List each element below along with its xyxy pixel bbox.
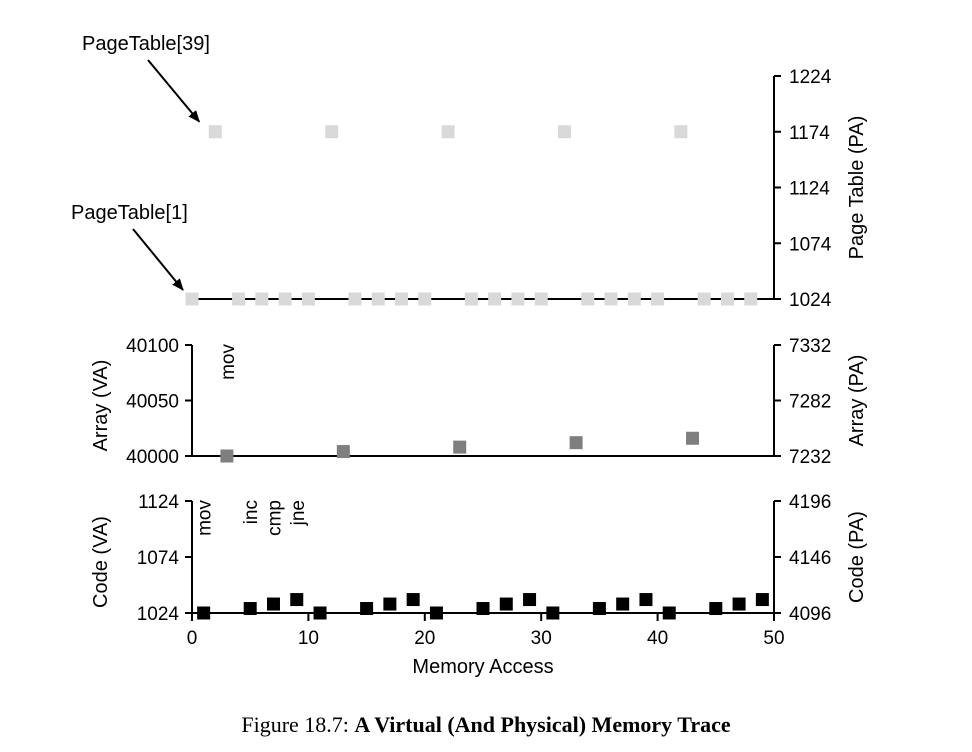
page-table-point xyxy=(464,292,478,306)
x-tick-label: 20 xyxy=(414,628,435,649)
page-table-point xyxy=(232,292,246,306)
code-point xyxy=(639,593,653,607)
code-point xyxy=(662,606,676,620)
marks-layer xyxy=(185,125,769,620)
code-point xyxy=(383,597,397,611)
code-instruction-label: cmp xyxy=(264,500,285,536)
annotation-arrow xyxy=(132,228,184,291)
page-table-right-tick-label: 1074 xyxy=(789,234,832,255)
code-point xyxy=(266,597,280,611)
code-point xyxy=(406,593,420,607)
page-table-right-tick-label: 1024 xyxy=(789,290,832,311)
page-table-right-tick-label: 1224 xyxy=(789,67,832,88)
page-table-point xyxy=(604,292,618,306)
page-table-point xyxy=(255,292,269,306)
code-point xyxy=(313,606,327,620)
code-point xyxy=(476,602,490,616)
code-left-tick-label: 1124 xyxy=(138,492,179,513)
code-point xyxy=(360,602,374,616)
x-tick-label: 10 xyxy=(298,628,319,649)
annotation-arrow xyxy=(147,59,201,123)
code-point xyxy=(499,597,513,611)
page-table-point xyxy=(348,292,362,306)
page-table-point xyxy=(557,125,571,139)
page-table-right-axis-title: Page Table (PA) xyxy=(846,116,868,260)
array-point xyxy=(569,436,583,450)
page-table-point xyxy=(651,292,665,306)
page-table-point xyxy=(720,292,734,306)
code-point xyxy=(197,606,211,620)
code-left-tick-label: 1024 xyxy=(137,604,180,625)
array-point xyxy=(220,449,234,463)
array-right-tick-label: 7332 xyxy=(789,336,831,357)
code-point xyxy=(243,602,257,616)
x-axis-title: Memory Access xyxy=(412,656,553,678)
array-right-axis-title: Array (PA) xyxy=(846,355,868,447)
code-right-tick-label: 4146 xyxy=(789,548,831,569)
code-point xyxy=(546,606,560,620)
page-table-right-tick-label: 1174 xyxy=(789,123,830,144)
x-tick-label: 0 xyxy=(187,628,198,649)
page-table-point xyxy=(278,292,292,306)
page-table-point xyxy=(674,125,688,139)
code-right-tick-label: 4096 xyxy=(789,604,831,625)
page-table-point xyxy=(418,292,432,306)
code-point xyxy=(616,597,630,611)
page-table-point xyxy=(534,292,548,306)
x-tick-label: 30 xyxy=(531,628,552,649)
x-tick-label: 50 xyxy=(763,628,784,649)
annotation-label: PageTable[1] xyxy=(71,202,188,224)
array-left-tick-label: 40100 xyxy=(126,336,179,357)
page-table-point xyxy=(627,292,641,306)
page-table-point xyxy=(371,292,385,306)
page-table-point xyxy=(581,292,595,306)
page-table-right-tick-label: 1124 xyxy=(789,179,830,200)
array-point xyxy=(686,431,700,445)
code-point xyxy=(755,593,769,607)
array-left-tick-label: 40000 xyxy=(126,447,179,468)
array-point xyxy=(453,440,467,454)
code-point xyxy=(732,597,746,611)
code-left-axis-title: Code (VA) xyxy=(90,516,112,608)
page-table-point xyxy=(208,125,222,139)
code-left-tick-label: 1074 xyxy=(137,548,180,569)
array-right-tick-label: 7282 xyxy=(789,392,831,413)
page-table-point xyxy=(395,292,409,306)
array-left-tick-label: 40050 xyxy=(126,392,179,413)
code-instruction-label: inc xyxy=(241,500,262,524)
array-point xyxy=(336,445,350,459)
page-table-point xyxy=(441,125,455,139)
page-table-point xyxy=(488,292,502,306)
page-table-point xyxy=(511,292,525,306)
caption-label: Figure 18.7: xyxy=(241,712,349,737)
code-point xyxy=(290,593,304,607)
code-instruction-label: jne xyxy=(288,500,309,526)
code-point xyxy=(592,602,606,616)
code-point xyxy=(523,593,537,607)
code-instruction-label: mov xyxy=(195,500,216,536)
page-table-point xyxy=(697,292,711,306)
array-right-tick-label: 7232 xyxy=(789,447,831,468)
axes-layer xyxy=(132,59,781,621)
caption-title: A Virtual (And Physical) Memory Trace xyxy=(354,712,731,737)
page-table-point xyxy=(744,292,758,306)
figure-caption: Figure 18.7: A Virtual (And Physical) Me… xyxy=(0,712,972,738)
code-point xyxy=(709,602,723,616)
page-table-point xyxy=(301,292,315,306)
x-tick-label: 40 xyxy=(647,628,668,649)
page-table-point xyxy=(185,292,199,306)
code-right-axis-title: Code (PA) xyxy=(846,511,868,603)
code-right-tick-label: 4196 xyxy=(789,492,831,513)
annotation-label: PageTable[39] xyxy=(82,33,210,55)
code-point xyxy=(429,606,443,620)
array-left-axis-title: Array (VA) xyxy=(90,360,112,452)
page-table-point xyxy=(325,125,339,139)
labels-layer: 1024 1074 1124 1174 1224 Page Table (PA) PageT… xyxy=(71,33,868,678)
array-instruction-label: mov xyxy=(218,344,239,380)
